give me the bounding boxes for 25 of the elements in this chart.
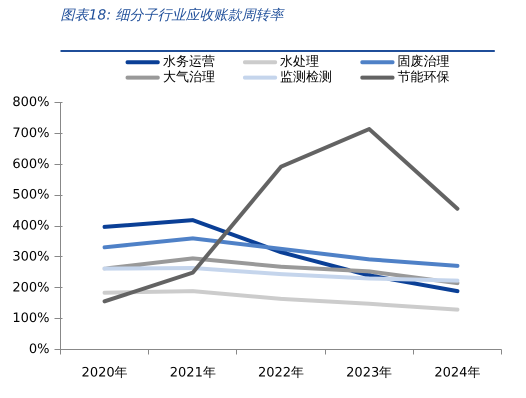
x-tick-label: 2022年 [258, 366, 304, 380]
y-tick-label: 0% [28, 342, 50, 357]
x-tick-label: 2020年 [82, 366, 128, 380]
legend-label: 大气治理 [162, 70, 215, 86]
x-tick-label: 2021年 [170, 366, 216, 380]
y-tick-label: 600% [12, 156, 50, 172]
line-series [102, 236, 460, 268]
x-tick-label: 2024年 [434, 366, 480, 380]
legend-label: 固废治理 [398, 54, 450, 70]
line-series [102, 266, 460, 283]
y-tick-label: 700% [12, 126, 50, 141]
x-tick-label: 2023年 [346, 366, 392, 380]
line-series [102, 127, 460, 304]
legend-label: 水务运营 [162, 54, 215, 70]
y-tick-label: 300% [12, 249, 50, 264]
legend-label: 节能环保 [398, 70, 450, 86]
y-tick-label: 200% [12, 280, 50, 296]
legend-label: 监测检测 [280, 70, 332, 86]
chart-title: 图表18: 细分子行业应收账款周转率 [60, 8, 286, 24]
legend-label: 水处理 [280, 54, 320, 70]
y-tick-label: 100% [12, 311, 50, 326]
y-tick-label: 800% [12, 95, 50, 110]
y-tick-label: 400% [12, 218, 50, 234]
y-tick-label: 500% [12, 188, 50, 203]
line-series [102, 289, 460, 312]
